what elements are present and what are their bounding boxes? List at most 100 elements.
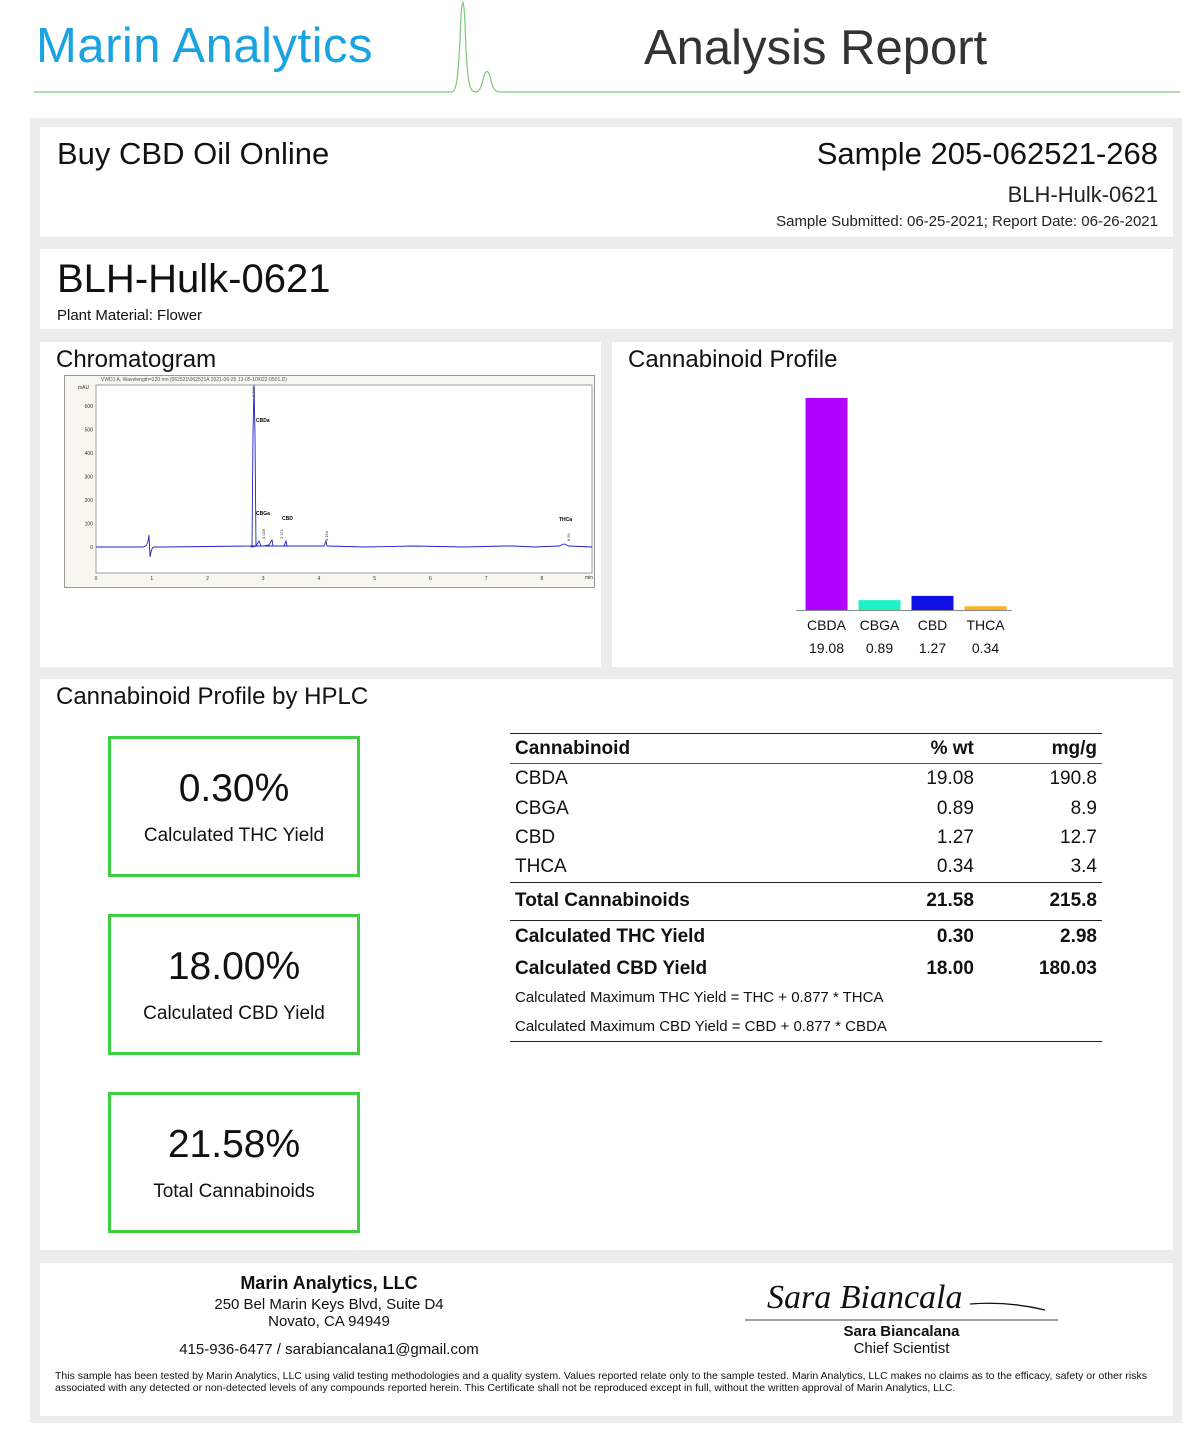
- retention-time-5: 8.59: [566, 532, 571, 541]
- chromatogram-y-ticks: 600 500 400 300 200 100 0: [85, 404, 94, 551]
- cbd-yield-value: 18.00%: [167, 945, 301, 988]
- thc-yield-row-mg: 2.98: [1060, 926, 1097, 948]
- row-mg: 12.7: [1060, 827, 1097, 848]
- row-percent: 19.08: [926, 768, 974, 790]
- chromatogram-x-tick: 4: [318, 576, 321, 582]
- brand-name: Marin Analytics: [36, 19, 374, 73]
- client-panel: [40, 127, 1173, 237]
- disclaimer: This sample has been tested by Marin Ana…: [55, 1370, 1147, 1394]
- chromatogram-y-tick: 100: [85, 522, 94, 528]
- chromatogram-x-tick: 1: [150, 576, 153, 582]
- retention-time-2: 3.028: [261, 528, 266, 539]
- chromatogram-y-tick: 0: [90, 545, 93, 551]
- cannabinoid-table: Cannabinoid % wt mg/g CBDA 19.08 190.8 C…: [510, 733, 1102, 1042]
- row-mg: 190.8: [1049, 768, 1097, 790]
- table-header-row: Cannabinoid % wt mg/g: [510, 733, 1102, 764]
- chromatogram-unit: mAU: [78, 385, 90, 391]
- chromatogram-header: VWD1 A, Wavelength=220 nm (062521\062521…: [101, 377, 287, 383]
- chromatogram-x-unit: min: [585, 575, 593, 581]
- chromatogram-y-tick: 400: [85, 451, 94, 457]
- client-name: Buy CBD Oil Online: [57, 136, 330, 171]
- chromatogram-x-tick: 3: [262, 576, 265, 582]
- chromatogram-y-tick: 300: [85, 475, 94, 481]
- table-row: CBGA 0.89 8.9: [510, 795, 1102, 824]
- thc-yield-row-percent: 0.30: [936, 926, 974, 948]
- bar-category-label: THCA: [966, 617, 1005, 633]
- profile-bar-chart: CBDA 19.08 CBGA 0.89 CBD 1.27 THCA 0.34: [796, 398, 1012, 656]
- bar-category-label: CBD: [918, 617, 948, 633]
- header-percent-wt: % wt: [930, 737, 974, 759]
- peak-label-cbd: CBD: [282, 516, 293, 522]
- chromatogram-x-ticks: 0 1 2 3 4 5 6 7 8: [95, 576, 544, 582]
- lab-address-2: Novato, CA 94949: [268, 1313, 390, 1330]
- bar-cbda: [805, 398, 848, 610]
- sample-dates: Sample Submitted: 06-25-2021; Report Dat…: [776, 213, 1158, 230]
- total-label: Total Cannabinoids: [515, 890, 690, 911]
- thc-yield-row-label: Calculated THC Yield: [515, 926, 706, 948]
- chromatogram-x-tick: 6: [429, 576, 432, 582]
- strain-panel: [40, 249, 1173, 329]
- peak-label-thca: THCa: [559, 517, 572, 523]
- thc-yield-label: Calculated THC Yield: [143, 825, 325, 846]
- row-name: THCA: [515, 856, 567, 877]
- total-cannabinoids-value: 21.58%: [167, 1123, 301, 1166]
- retention-time-4: 4.164: [324, 530, 329, 541]
- row-percent: 0.34: [936, 856, 974, 877]
- lab-phone-email: 415-936-6477 / sarabiancalana1@gmail.com: [179, 1341, 479, 1358]
- chromatogram-y-tick: 500: [85, 428, 94, 434]
- bar-value-label: 0.89: [866, 640, 893, 656]
- total-mg: 215.8: [1049, 890, 1097, 911]
- lab-company: Marin Analytics, LLC: [240, 1273, 418, 1293]
- row-name: CBGA: [515, 798, 569, 819]
- bar-value-label: 0.34: [972, 640, 999, 656]
- total-percent: 21.58: [926, 890, 974, 911]
- hplc-title: Cannabinoid Profile by HPLC: [56, 683, 369, 710]
- strain-name: BLH-Hulk-0621: [57, 257, 331, 301]
- formula-row: Calculated Maximum CBD Yield = CBD + 0.8…: [510, 1012, 1102, 1042]
- chromatogram-x-tick: 0: [95, 576, 98, 582]
- thc-yield-row: Calculated THC Yield 0.30 2.98: [510, 920, 1102, 954]
- bar-cbd: [911, 595, 954, 610]
- chromatogram-title: Chromatogram: [56, 346, 217, 373]
- retention-time-3: 3.371: [279, 528, 284, 539]
- header-peak-line: [34, 1, 1180, 93]
- table-row: CBD 1.27 12.7: [510, 824, 1102, 853]
- chromatogram-x-tick: 5: [373, 576, 376, 582]
- chromatogram-y-tick: 600: [85, 404, 94, 410]
- signer-title: Chief Scientist: [853, 1340, 950, 1357]
- row-name: CBD: [515, 827, 556, 848]
- peak-label-cbda: CBDa: [256, 418, 270, 424]
- total-cannabinoids-label: Total Cannabinoids: [153, 1181, 315, 1202]
- total-row: Total Cannabinoids 21.58 215.8: [510, 882, 1102, 920]
- signature-text: Sara Biancala: [767, 1279, 962, 1316]
- bar-cbga: [858, 600, 901, 610]
- sample-number: Sample 205-062521-268: [816, 136, 1158, 171]
- plant-material: Plant Material: Flower: [57, 307, 203, 324]
- bar-category-label: CBDA: [807, 617, 847, 633]
- row-name: CBDA: [515, 768, 568, 790]
- peak-label-cbga: CBGa: [256, 511, 270, 517]
- row-mg: 8.9: [1070, 798, 1097, 819]
- header-cannabinoid: Cannabinoid: [515, 737, 631, 759]
- footer-panel: [40, 1263, 1173, 1416]
- cbd-yield-row: Calculated CBD Yield 18.00 180.03: [510, 954, 1102, 983]
- lab-contact: Marin Analytics, LLC 250 Bel Marin Keys …: [130, 1273, 528, 1358]
- profile-chart-panel: [612, 342, 1173, 667]
- table-row: THCA 0.34 3.4: [510, 853, 1102, 883]
- profile-chart-title: Cannabinoid Profile: [628, 346, 838, 373]
- cbd-yield-row-percent: 18.00: [926, 957, 974, 979]
- cbd-yield-box: 18.00% Calculated CBD Yield: [108, 914, 360, 1055]
- total-cannabinoids-box: 21.58% Total Cannabinoids: [108, 1092, 360, 1233]
- cbd-yield-formula: Calculated Maximum CBD Yield = CBD + 0.8…: [515, 1018, 887, 1035]
- thc-yield-value: 0.30%: [178, 767, 290, 810]
- bar-thca: [964, 606, 1007, 610]
- sample-name: BLH-Hulk-0621: [1007, 182, 1158, 207]
- chromatogram-y-tick: 200: [85, 498, 94, 504]
- thc-yield-box: 0.30% Calculated THC Yield: [108, 736, 360, 877]
- chromatogram-x-tick: 2: [206, 576, 209, 582]
- bar-value-label: 1.27: [919, 640, 946, 656]
- retention-time-1: 2.786: [251, 386, 256, 397]
- bar-category-label: CBGA: [860, 617, 900, 633]
- row-mg: 3.4: [1070, 856, 1097, 877]
- cbd-yield-row-mg: 180.03: [1038, 957, 1097, 979]
